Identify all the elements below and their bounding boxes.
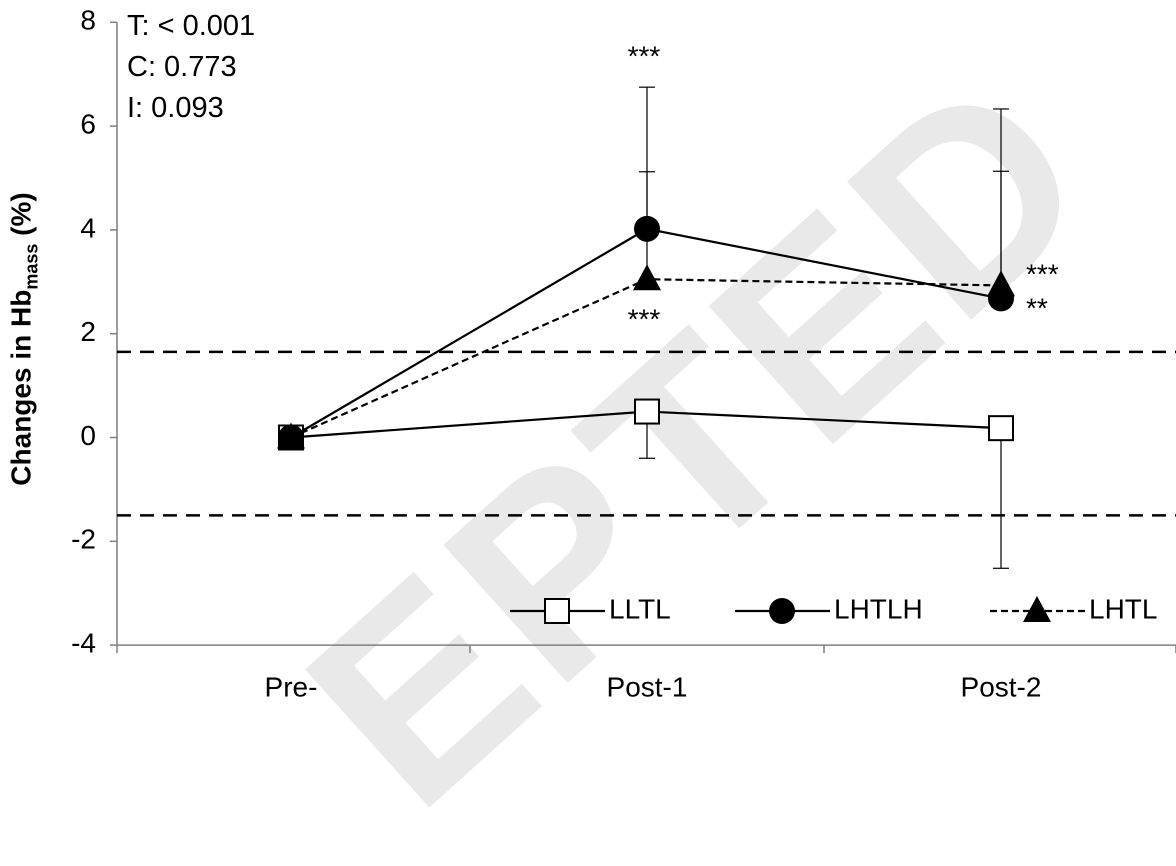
y-tick-label: 0: [80, 420, 96, 451]
significance-label: ***: [1026, 258, 1059, 289]
y-tick-label: 4: [80, 212, 96, 243]
legend-label: LHTL: [1089, 593, 1157, 624]
y-tick-label: -4: [71, 627, 96, 658]
x-tick-label: Post-2: [961, 671, 1042, 702]
point-lhtl: [633, 264, 661, 291]
x-tick-label: Post-1: [607, 671, 688, 702]
y-tick-label: 6: [80, 108, 96, 139]
stats-interaction: I: 0.093: [127, 92, 224, 124]
y-axis-label-main: Changes in Hb: [5, 289, 37, 486]
point-lhtl: [987, 270, 1015, 297]
legend-marker-lltl: [544, 598, 570, 624]
y-tick-label: -2: [71, 524, 96, 555]
x-tick-label: Pre-: [265, 671, 318, 702]
y-axis-label: Changes in Hbmass (%): [6, 192, 43, 485]
significance-label: ***: [628, 303, 661, 334]
y-tick-label: 2: [80, 316, 96, 347]
significance-label: ***: [628, 40, 661, 71]
point-lhtl: [277, 422, 305, 449]
legend-label: LHTLH: [834, 593, 923, 624]
legend-marker-lhtlh: [769, 598, 795, 624]
significance-label: **: [1026, 292, 1048, 323]
stats-condition: C: 0.773: [127, 51, 237, 83]
legend-label: LLTL: [609, 593, 671, 624]
stats-time: T: < 0.001: [127, 10, 256, 42]
point-lhtlh: [634, 215, 660, 242]
y-axis-label-unit: (%): [5, 192, 37, 244]
legend-marker-lhtl: [1023, 596, 1051, 622]
y-tick-label: 8: [80, 5, 96, 36]
y-axis-label-sub: mass: [21, 243, 42, 290]
stats-box: T: < 0.001 C: 0.773 I: 0.093: [127, 6, 255, 129]
point-lltl: [634, 398, 660, 425]
point-lltl: [988, 415, 1014, 442]
